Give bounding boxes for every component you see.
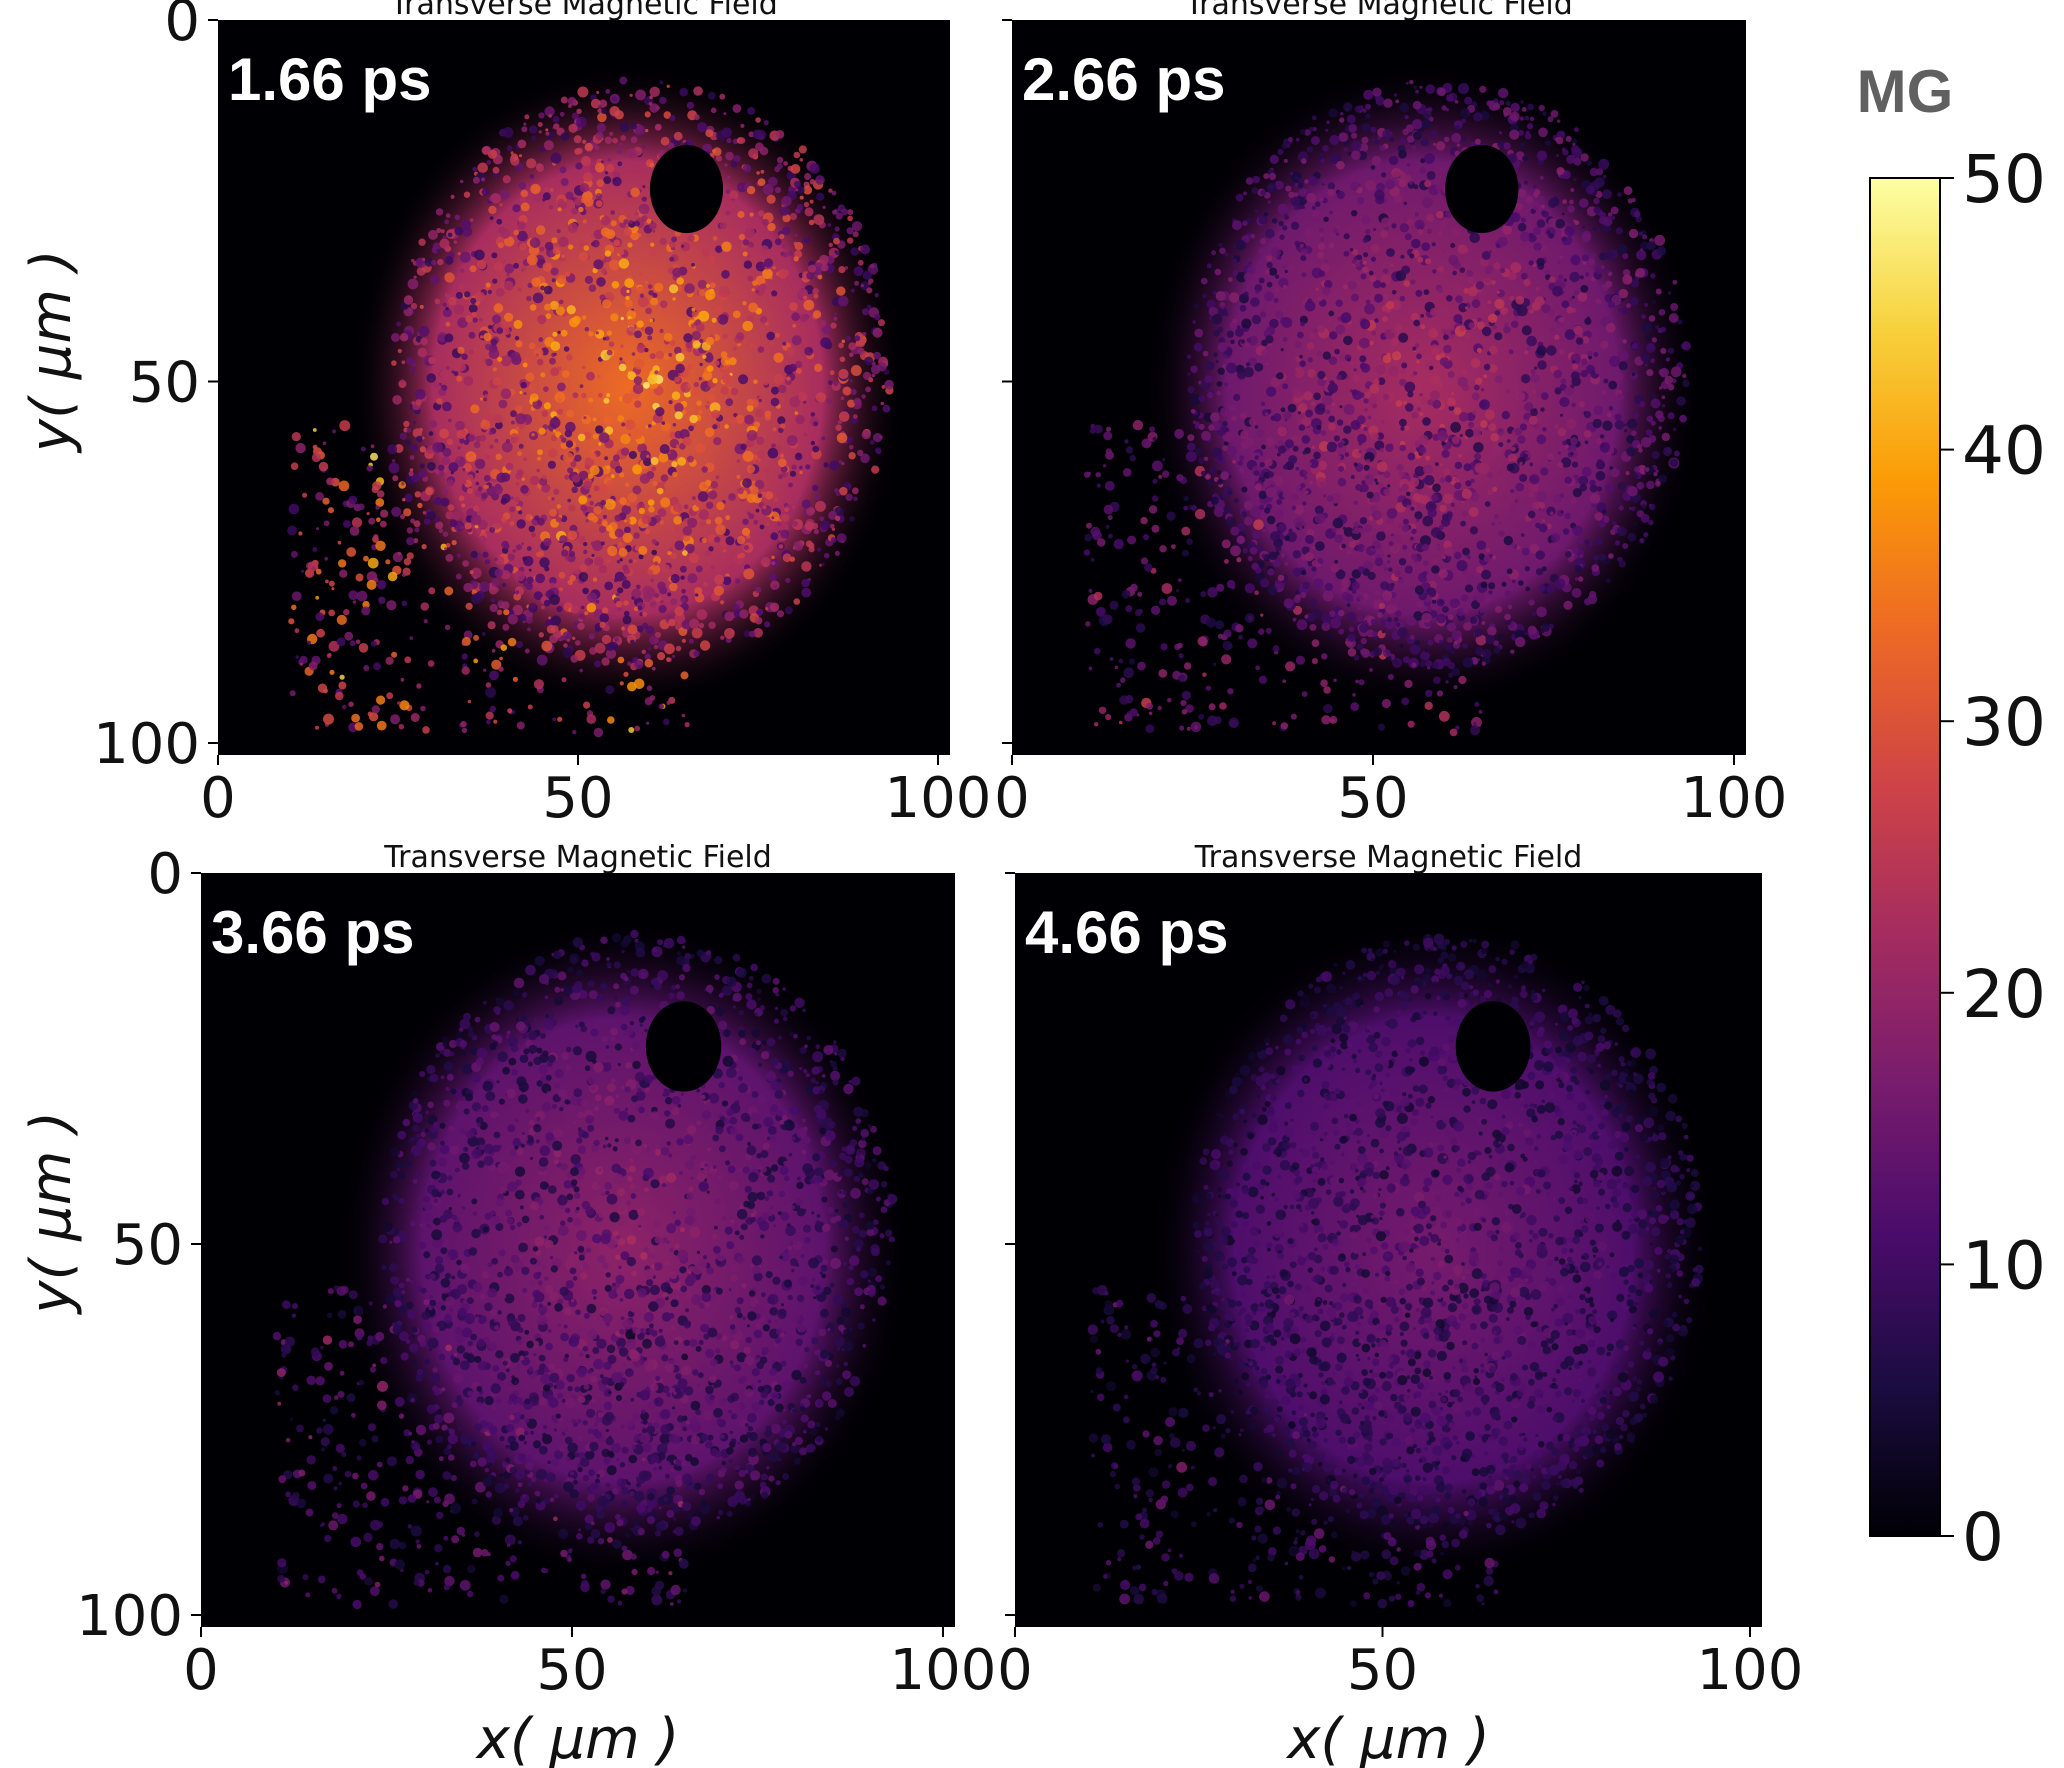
- colorbar-tick-label: 0: [1962, 1499, 2004, 1576]
- x-tick-label: 100: [890, 1638, 997, 1703]
- heatmap-panel-4: Transverse Magnetic Field 4.66 ps 0 50 100 x(…: [997, 840, 1803, 1768]
- magnetic-field-map: [272, 918, 910, 1610]
- x-tick-label: 0: [997, 1638, 1033, 1703]
- x-tick-label: 0: [183, 1638, 219, 1703]
- colorbar-tick-label: 50: [1962, 141, 2046, 218]
- colorbar-tick-label: 40: [1962, 413, 2046, 490]
- time-annotation: 1.66 ps: [228, 46, 431, 113]
- colorbar-unit-label: MG: [1857, 58, 1954, 125]
- y-axis-label: y( μm ): [19, 249, 84, 454]
- x-tick-label: 50: [542, 766, 613, 831]
- heatmap-panel-2: Transverse Magnetic Field 2.66 ps 0 50 100: [994, 0, 1787, 831]
- field-glow: [349, 64, 907, 711]
- x-tick-label: 100: [885, 766, 992, 831]
- time-annotation: 2.66 ps: [1022, 46, 1225, 113]
- x-axis-label: x( μm ): [1285, 1707, 1490, 1768]
- y-axis-label: y( μm ): [19, 1111, 84, 1316]
- y-tick-label: 100: [93, 712, 200, 777]
- y-tick-label: 0: [147, 842, 183, 907]
- magnetic-field-map: [1083, 64, 1702, 737]
- x-tick-label: 50: [1337, 766, 1408, 831]
- y-tick-label: 0: [164, 0, 200, 54]
- x-tick-label: 0: [994, 766, 1030, 831]
- x-axis-label: x( μm ): [475, 1707, 680, 1768]
- colorbar-gradient: [1869, 177, 1941, 1537]
- field-void: [1445, 144, 1519, 234]
- field-void: [1455, 1001, 1531, 1092]
- panel-title: Transverse Magnetic Field: [383, 840, 772, 875]
- field-glow: [336, 918, 910, 1582]
- time-annotation: 4.66 ps: [1025, 899, 1228, 966]
- field-void: [649, 144, 724, 234]
- x-tick-label: 100: [1681, 766, 1788, 831]
- y-tick-label: 100: [76, 1584, 183, 1649]
- x-tick-label: 0: [200, 766, 236, 831]
- magnetic-field-map: [1087, 918, 1718, 1609]
- colorbar-tick-label: 30: [1962, 684, 2046, 761]
- time-annotation: 3.66 ps: [211, 899, 414, 966]
- magnetic-field-map: [287, 64, 907, 738]
- y-tick-label: 50: [129, 351, 200, 416]
- y-tick-label: 50: [112, 1213, 183, 1278]
- panel-title: Transverse Magnetic Field: [1194, 840, 1583, 875]
- colorbar-tick-label: 20: [1962, 956, 2046, 1033]
- panel-title: Transverse Magnetic Field: [1184, 0, 1573, 22]
- x-tick-label: 100: [1697, 1638, 1804, 1703]
- field-void: [645, 1001, 722, 1092]
- x-tick-label: 50: [536, 1638, 607, 1703]
- colorbar-tick-label: 10: [1962, 1227, 2046, 1304]
- panel-title: Transverse Magnetic Field: [389, 0, 778, 22]
- x-tick-label: 50: [1347, 1638, 1418, 1703]
- colorbar: MG 0 10 20 30 40 50: [1857, 58, 2046, 1576]
